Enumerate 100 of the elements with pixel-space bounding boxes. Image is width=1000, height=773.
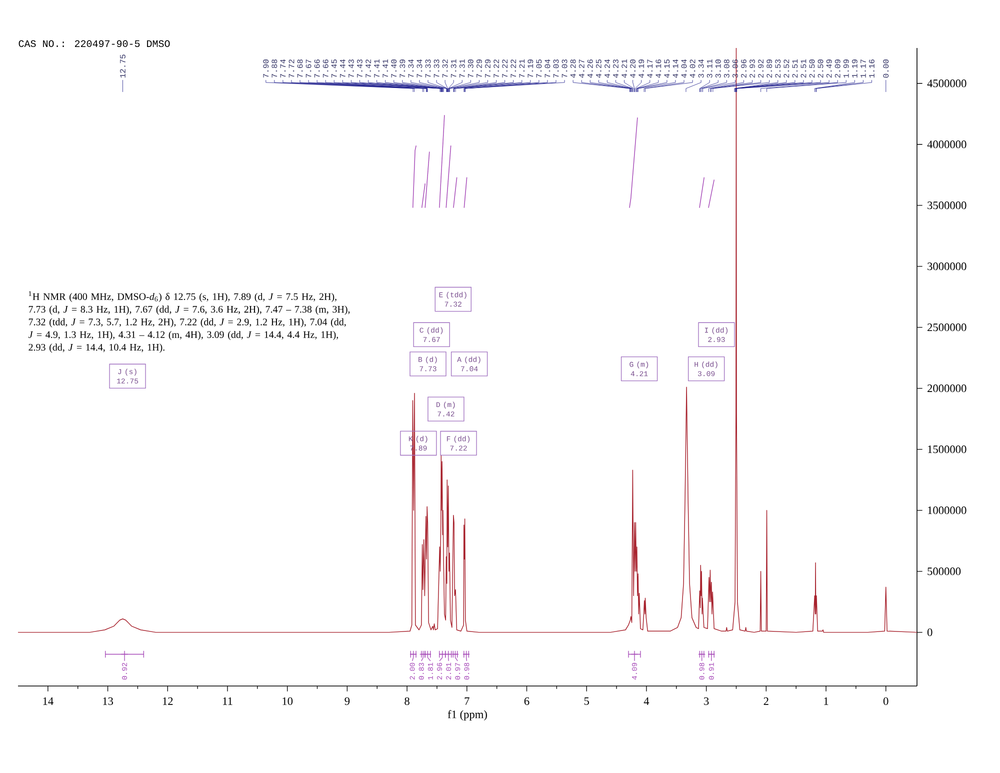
annotation: 7.68 [297, 60, 303, 78]
annotation: 7.04 [544, 59, 550, 78]
annotation: 7.44 [340, 59, 346, 78]
x-tick-label: 0 [883, 697, 888, 706]
annotation: 3.34 [698, 59, 704, 78]
annotation: 2.50 [809, 59, 815, 78]
annotation: 7.33 [425, 59, 431, 78]
y-tick-label: 2500000 [928, 324, 966, 332]
annotation: 7.32 [442, 60, 448, 78]
annotation: 7.67 [306, 60, 312, 78]
annotation: 7.90 [263, 59, 269, 78]
x-tick-label: 9 [344, 697, 350, 705]
y-tick-label: 3000000 [928, 262, 966, 270]
annotation: 7.03 [553, 59, 559, 78]
annotation: 4.23 [613, 59, 618, 78]
x-tick-label: 2 [764, 697, 768, 705]
annotation: 1.16 [869, 60, 874, 78]
x-tick-label: 8 [404, 697, 410, 706]
annotation: 2.93 [750, 59, 755, 78]
annotation: 7.29 [485, 60, 490, 78]
annotation: 7.34 [408, 59, 414, 78]
annotation: 4.16 [656, 60, 662, 78]
annotation: 3.06 [732, 60, 738, 78]
annotation: 7.19 [528, 60, 534, 78]
annotation: 4.26 [587, 60, 593, 78]
annotation: 4.14 [672, 59, 678, 78]
chart-title: CAS NO.: 220497-90-5 DMSO [18, 40, 170, 48]
y-tick-label: 4000000 [927, 140, 966, 148]
annotation: 2.52 [784, 60, 790, 78]
annotation: 7.88 [272, 60, 278, 78]
annotation: 7.29 [476, 60, 482, 78]
annotation: 7.22 [510, 60, 516, 78]
annotation: 7.34 [416, 59, 422, 78]
annotation: 4.27 [578, 60, 584, 78]
annotation: 2.49 [826, 60, 832, 78]
annotation: 7.22 [494, 60, 499, 78]
annotation: 7.40 [391, 59, 397, 78]
annotation: 7.72 [288, 60, 294, 78]
annotation: 4.25 [596, 59, 602, 78]
x-tick-label: 6 [524, 697, 530, 705]
annotation: 2.92 [758, 60, 764, 78]
annotation: 3.10 [715, 59, 721, 78]
x-tick-label: 13 [103, 697, 113, 705]
annotation: 1.17 [860, 60, 866, 78]
text: $^{1}$H NMR (400 MHz, DMSO-d$_{6}$) δ 12.75 (s, 1H), 7.89 (d, J = 7.5 Hz, 2H), 7.73 (d, J = 8.3 Hz, 1H), 7.67 (dd, J = 7.6, 3.6 Hz, 2H), 7.47 – 7.38 (m, 3H), 7.32 (tdd, J = 7.3, 5.7, 1.2 Hz, 2H), 7.22 (dd, J = 2.9, 1.2 Hz, 1H), 7.04 (dd, J = 4.9, 1.3 Hz, 1H), 4.31 – 4.12 (m, 4H), 3.09 (dd, J = 14.4, 4.4 Hz, 1H), 2.93 (dd, J = 14.4, 10.4 Hz, 1H). [28, 291, 350, 353]
x-tick-label: 12 [162, 697, 173, 705]
x-tick-label: 10 [282, 697, 293, 706]
annotation: 1.19 [852, 60, 858, 78]
annotation: 7.42 [366, 60, 371, 78]
annotation: 4.17 [647, 60, 653, 78]
annotation: 7.43 [348, 59, 354, 78]
annotation: 4.24 [604, 59, 610, 78]
y-tick-label: 0 [927, 628, 932, 636]
annotation: 4.02 [690, 60, 696, 78]
x-axis-title: f1 (ppm) [448, 710, 487, 721]
annotation: 7.22 [502, 60, 508, 78]
x-tick-label: 1 [824, 697, 828, 705]
annotation: 7.21 [519, 59, 525, 78]
annotation: 0.00 [883, 59, 889, 78]
annotation: 7.66 [314, 60, 320, 78]
annotation: 2.53 [775, 59, 781, 78]
x-tick-label: 11 [223, 697, 232, 705]
annotation: 7.45 [331, 59, 337, 78]
annotation: 12.75 [120, 54, 126, 78]
annotation: 2.96 [741, 60, 746, 78]
y-tick-label: 4500000 [927, 80, 966, 88]
annotation: 4.28 [570, 60, 576, 78]
annotation: 7.41 [382, 59, 388, 78]
annotation: 4.04 [681, 59, 687, 78]
annotation: 7.05 [536, 59, 542, 78]
annotation: 7.74 [280, 59, 286, 78]
x-tick-label: 14 [43, 697, 54, 705]
annotation: 2.51 [792, 59, 798, 78]
y-tick-label: 1500000 [928, 446, 966, 454]
x-tick-label: 5 [584, 697, 589, 705]
y-tick-label: 500000 [928, 568, 961, 576]
x-tick-label: 4 [644, 697, 650, 705]
y-tick-label: 1000000 [928, 506, 966, 514]
annotation: 7.33 [434, 59, 440, 78]
annotation: 7.43 [357, 59, 362, 78]
annotation: 7.03 [562, 59, 568, 78]
annotation: 2.50 [818, 59, 824, 78]
annotation: 4.15 [664, 59, 670, 78]
annotation: 7.41 [374, 59, 380, 78]
annotation: 7.31 [450, 59, 456, 78]
annotation: 3.08 [724, 60, 730, 78]
annotation: 7.66 [322, 60, 328, 78]
annotation: 7.30 [468, 59, 474, 78]
annotation: 4.21 [622, 59, 627, 78]
annotation: 1.99 [843, 60, 849, 78]
annotation: 4.19 [638, 60, 644, 78]
annotation: 7.31 [459, 59, 465, 78]
x-tick-label: 7 [464, 697, 470, 705]
y-tick-label: 3500000 [928, 202, 966, 210]
annotation: 3.11 [706, 59, 712, 78]
annotation: 2.09 [834, 60, 840, 78]
annotation: 4.20 [630, 59, 636, 78]
annotation: 7.39 [400, 60, 406, 78]
y-tick-label: 2000000 [928, 384, 966, 392]
annotation: 2.51 [800, 59, 806, 78]
